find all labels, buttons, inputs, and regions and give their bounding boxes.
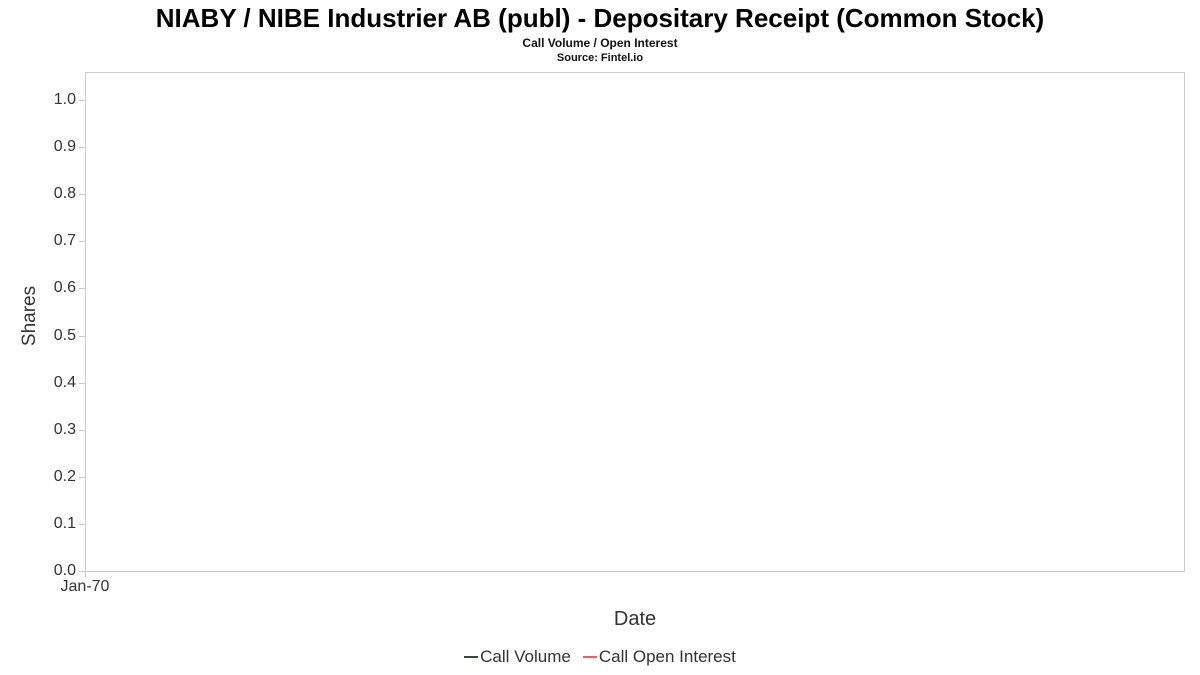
y-tick-label: 0.2 bbox=[0, 468, 85, 486]
y-tick-label: 0.7 bbox=[0, 232, 85, 250]
chart-source: Source: Fintel.io bbox=[556, 52, 644, 64]
chart-subtitle: Call Volume / Open Interest bbox=[522, 36, 678, 50]
y-tick-label: 0.6 bbox=[0, 279, 85, 297]
y-tick-label: 1.0 bbox=[0, 91, 85, 109]
call-open-interest-line-icon bbox=[582, 656, 597, 658]
legend-label-call-volume: Call Volume bbox=[480, 647, 571, 666]
y-tick-label: 0.9 bbox=[0, 138, 85, 156]
y-tick-label: 0.0 bbox=[0, 562, 85, 580]
call-volume-line-icon bbox=[464, 656, 479, 658]
x-axis-title: Date bbox=[613, 608, 657, 630]
y-tick-label: 0.8 bbox=[0, 185, 85, 203]
y-tick-label: 0.1 bbox=[0, 515, 85, 533]
legend: Call Volume Call Open Interest bbox=[0, 647, 1200, 667]
y-tick-label: 0.4 bbox=[0, 374, 85, 392]
x-tick-mark bbox=[85, 572, 86, 577]
plot-area bbox=[85, 72, 1185, 572]
y-axis-title: Shares bbox=[19, 285, 40, 347]
x-tick-label: Jan-70 bbox=[60, 578, 110, 595]
legend-item-call-open-interest[interactable]: Call Open Interest bbox=[582, 647, 736, 667]
y-tick-label: 0.3 bbox=[0, 421, 85, 439]
legend-label-call-open-interest: Call Open Interest bbox=[598, 647, 736, 666]
y-tick-label: 0.5 bbox=[0, 327, 85, 345]
legend-item-call-volume[interactable]: Call Volume bbox=[464, 647, 571, 667]
chart-title: NIABY / NIBE Industrier AB (publ) - Depo… bbox=[155, 3, 1045, 33]
